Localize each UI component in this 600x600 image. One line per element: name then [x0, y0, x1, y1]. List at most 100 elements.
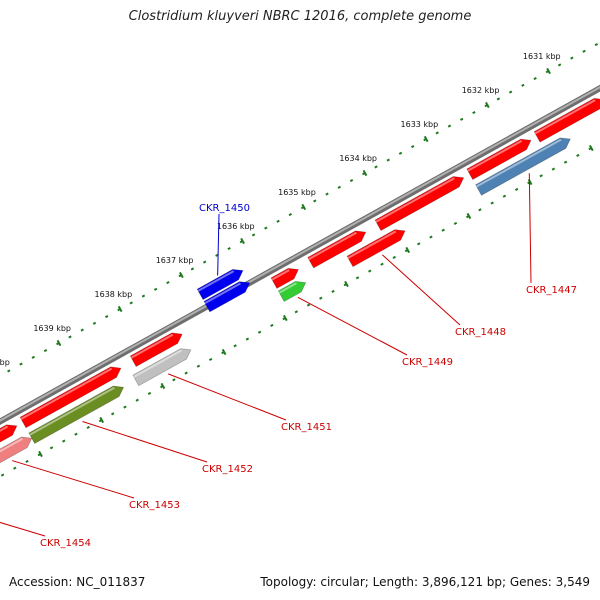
scale-dot [398, 151, 403, 155]
scale-dot [257, 330, 262, 334]
scale-dot [147, 391, 152, 395]
scale-major-tick [485, 101, 490, 109]
scale-dot [594, 42, 599, 47]
scale-major-tick [240, 237, 245, 245]
gene-highlight [534, 99, 596, 135]
scale-dot [447, 124, 452, 128]
gene-highlight [204, 282, 241, 304]
cds-arrow [307, 230, 367, 269]
scale-tick-label: 1631 kbp [523, 52, 561, 61]
gene-label-leader [11, 460, 135, 499]
scale-dot [490, 201, 494, 205]
scale-dot [441, 228, 445, 232]
scale-dot [392, 255, 396, 259]
scale-dot [288, 212, 293, 217]
scale-dot [576, 153, 580, 157]
cds-arrow [270, 267, 300, 289]
scale-tick-label: 1632 kbp [462, 86, 500, 95]
gene-label-leader [0, 521, 46, 537]
scale-dot [331, 289, 335, 293]
scale-dot [337, 185, 341, 189]
scale-tick-label: 1636 kbp [217, 222, 255, 231]
scale-dot [0, 473, 5, 477]
scale-dot [313, 199, 317, 203]
scale-dot [411, 144, 415, 149]
gene-highlight [0, 425, 9, 432]
gene-arrow-ckr-1451 [132, 348, 192, 387]
gene-label-ckr-1447: CKR_1447 [526, 285, 577, 296]
scale-dot [202, 260, 207, 264]
gene-arrow-ckr-1448 [346, 229, 406, 268]
inner-scale-major-tick [221, 348, 227, 356]
scale-dot [570, 56, 574, 60]
scale-dot [435, 131, 439, 135]
scale-dot [25, 459, 29, 463]
scale-dot [521, 83, 525, 87]
scale-tick-label: 1635 kbp [278, 188, 316, 197]
inner-scale-major-tick [160, 382, 166, 390]
scale-dot [349, 178, 354, 183]
scale-dot [496, 97, 501, 101]
scale-dot [245, 337, 250, 341]
scale-dot [7, 369, 11, 373]
gene-label-ckr-1449: CKR_1449 [402, 357, 453, 368]
scale-dot [123, 405, 127, 409]
scale-dot [86, 425, 90, 429]
outer-scale-track [7, 42, 599, 373]
gene-label-ckr-1450: CKR_1450 [199, 203, 250, 214]
scale-dot [306, 303, 311, 307]
scale-dot [368, 269, 372, 273]
scale-dot [557, 63, 562, 67]
scale-tick-label: 1633 kbp [401, 120, 439, 129]
inner-scale-major-tick [588, 144, 594, 152]
inner-scale-major-tick [38, 450, 43, 458]
inner-scale-major-tick [344, 280, 349, 288]
scale-dot [129, 301, 133, 305]
inner-scale-major-tick [99, 416, 105, 424]
cds-arrow [19, 366, 122, 429]
scale-dot [141, 294, 146, 298]
scale-dot [478, 208, 482, 212]
scale-dot [233, 344, 237, 348]
gene-label-leader [82, 420, 208, 463]
scale-dot [453, 221, 458, 225]
scale-dot [533, 76, 537, 81]
gene-label-ckr-1451: CKR_1451 [281, 422, 332, 433]
scale-dot [153, 287, 158, 291]
gene-label-leader [297, 296, 408, 356]
scale-dot [380, 262, 384, 266]
scale-dot [417, 242, 421, 246]
cds-arrow [466, 138, 532, 181]
gene-arrow-ckr-1449 [277, 281, 307, 302]
scale-dot [227, 246, 231, 251]
gene-highlight [29, 386, 115, 436]
scale-dot [429, 235, 433, 239]
gene-highlight [467, 139, 523, 172]
gene-highlight [347, 230, 397, 259]
scale-tick-label: 1634 kbp [339, 154, 377, 163]
scale-dot [190, 267, 195, 271]
scale-dot [208, 357, 213, 361]
scale-dot [325, 192, 329, 196]
scale-dot [276, 219, 280, 223]
gene-arrow-ckr-1447 [475, 137, 571, 196]
scale-tick-label: 1639 kbp [33, 324, 71, 333]
scale-dot [270, 323, 274, 327]
scale-dot [459, 117, 464, 121]
scale-major-tick [301, 203, 307, 211]
scale-major-tick [423, 135, 429, 143]
gene-arrow-ckr-1450-second [203, 281, 251, 313]
gene-label-leader [168, 373, 287, 421]
gene-highlight [20, 367, 113, 420]
scale-dot [196, 364, 201, 368]
accession-text: Accession: NC_011837 [9, 575, 146, 589]
scale-dot [31, 355, 35, 359]
gene-highlight [0, 437, 23, 453]
scale-dot [166, 280, 170, 285]
gene-label-leader [528, 173, 532, 284]
scale-dot [135, 398, 139, 402]
gene-highlight [375, 177, 455, 223]
gene-highlight [133, 349, 183, 378]
scale-dot [62, 439, 66, 443]
